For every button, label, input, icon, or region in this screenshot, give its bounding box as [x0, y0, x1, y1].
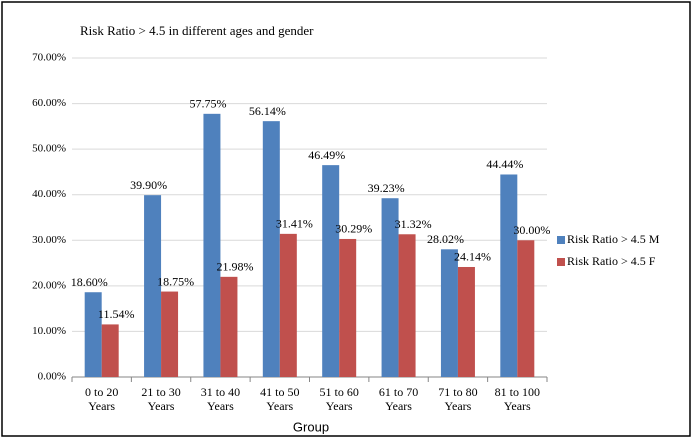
x-tick-label: 0 to 20 Years	[85, 385, 119, 413]
x-tick-label: 41 to 50 Years	[260, 385, 300, 413]
y-tick-label: 10.00%	[32, 325, 66, 337]
y-tick-label: 60.00%	[32, 97, 66, 109]
value-label: 30.00%	[513, 223, 550, 237]
bar	[101, 324, 119, 377]
bar	[322, 165, 340, 377]
legend-swatch	[557, 236, 565, 244]
bar	[517, 240, 535, 377]
value-label: 28.02%	[427, 232, 464, 246]
value-label: 56.14%	[249, 104, 286, 118]
x-tick-label: 81 to 100 Years	[494, 385, 540, 413]
bar	[279, 233, 297, 377]
value-label: 21.98%	[216, 260, 253, 274]
value-label: 39.23%	[368, 181, 405, 195]
x-tick-label: 31 to 40 Years	[200, 385, 241, 413]
y-tick-label: 0.00%	[38, 371, 66, 383]
x-tick-label: 71 to 80 Years	[438, 385, 478, 413]
y-tick-label: 40.00%	[32, 188, 66, 200]
value-label: 39.90%	[130, 178, 167, 192]
value-label: 24.14%	[454, 250, 491, 264]
bar	[381, 198, 399, 377]
value-label: 46.49%	[308, 148, 345, 162]
bar	[440, 249, 458, 377]
x-axis-title: Group	[293, 419, 329, 434]
x-tick-label: 21 to 30 Years	[141, 385, 181, 413]
value-label: 18.60%	[71, 275, 108, 289]
chart-title: Risk Ratio > 4.5 in different ages and g…	[80, 23, 314, 38]
value-label: 44.44%	[486, 157, 523, 171]
value-label: 57.75%	[189, 97, 226, 111]
value-label: 31.41%	[276, 217, 313, 231]
bar	[398, 234, 416, 377]
value-label: 18.75%	[157, 274, 194, 288]
bar	[457, 266, 475, 377]
y-tick-label: 20.00%	[32, 279, 66, 291]
legend-swatch	[557, 258, 565, 266]
x-tick-label: 61 to 70 Years	[378, 385, 419, 413]
bar	[220, 276, 238, 377]
value-label: 31.32%	[395, 217, 432, 231]
bar	[262, 121, 280, 377]
value-label: 30.29%	[335, 222, 372, 236]
bar	[161, 291, 179, 377]
y-tick-label: 50.00%	[32, 143, 66, 155]
bar	[339, 238, 357, 377]
bar	[203, 113, 221, 377]
y-tick-label: 30.00%	[32, 234, 66, 246]
x-tick-label: 51 to 60 Years	[319, 385, 359, 413]
bar	[500, 174, 518, 377]
legend-label: Risk Ratio > 4.5 F	[567, 254, 656, 268]
legend-label: Risk Ratio > 4.5 M	[567, 232, 660, 246]
bar	[84, 292, 102, 377]
y-tick-label: 70.00%	[32, 52, 66, 64]
bar	[144, 195, 162, 377]
value-label: 11.54%	[98, 307, 135, 321]
